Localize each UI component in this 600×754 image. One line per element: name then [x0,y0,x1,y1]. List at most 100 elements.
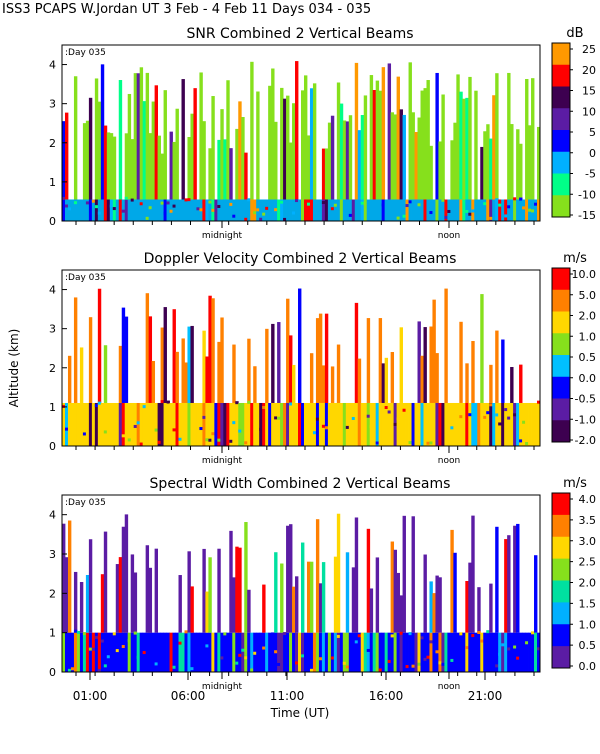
heatmap-cell [375,668,380,672]
heatmap-cell [402,199,406,221]
heatmap-cell [214,402,218,446]
heatmap-cell [229,199,233,221]
heatmap-cell [423,402,427,446]
heatmap-cell [498,203,502,207]
heatmap-cell [537,400,541,404]
heatmap-cell [130,554,135,633]
heatmap-cell [124,514,129,633]
heatmap-cell [438,577,442,633]
heatmap-cell [112,136,117,200]
heatmap-cell [82,632,87,672]
heatmap-cell [97,288,102,403]
heatmap-cell [516,199,520,221]
heatmap-cell [471,402,475,446]
y-tick-label: 0 [49,666,56,679]
heatmap-cell [348,402,353,446]
heatmap-cell [160,402,164,446]
heatmap-cell [280,200,284,204]
heatmap-cell [166,632,170,672]
heatmap-cell [456,649,460,653]
heatmap-cell [339,632,344,672]
heatmap-cell [510,124,514,200]
heatmap-cell [277,199,281,221]
heatmap-cell [324,199,329,221]
colorbar-frame [551,267,571,443]
heatmap-cell [420,636,424,640]
heatmap-cell [345,199,350,221]
heatmap-cell [187,402,191,446]
heatmap-cell [88,199,93,221]
heatmap-cell [498,422,502,426]
heatmap-cell [289,402,293,446]
heatmap-cell [354,302,359,403]
heatmap-cell [306,202,311,206]
panel-1: SNR Combined 2 Vertical Beams 0 1 2 3 4:Day 0… [49,26,596,241]
heatmap-cell [459,632,463,672]
heatmap-cell [211,432,215,436]
heatmap-cell [289,637,293,641]
heatmap-cell [393,549,397,633]
heatmap-cell [492,632,496,672]
heatmap-cell [330,115,335,200]
heatmap-cell [486,402,490,446]
heatmap-cell [519,364,523,403]
heatmap-cell [148,206,153,210]
heatmap-cell [292,364,296,403]
heatmap-cell [187,136,191,200]
heatmap-cell [360,201,365,205]
heatmap-cell [157,135,161,200]
heatmap-cell [324,632,329,672]
heatmap-cell [534,555,538,633]
heatmap-cell [250,402,254,446]
heatmap-cell [124,402,129,446]
heatmap-cell [468,76,472,200]
heatmap-cell [88,97,93,200]
heatmap-cell [363,632,368,672]
heatmap-cell [145,545,150,633]
heatmap-cell [528,208,532,212]
heatmap-cell [217,204,221,208]
heatmap-cell [345,552,350,633]
heatmap-cell [124,632,129,672]
heatmap-cell [435,72,439,200]
heatmap-cell [339,402,344,446]
heatmap-cell [420,199,424,221]
heatmap-cell [345,402,350,446]
heatmap-cell [259,427,263,431]
colorbar-segment [552,420,570,443]
heatmap-cell [247,198,251,202]
heatmap-cell [528,125,532,200]
heatmap-cell [381,199,386,221]
heatmap-cell [127,438,132,442]
heatmap-cell [429,145,433,200]
y-tick-label: 3 [49,548,56,561]
heatmap-cell [121,402,126,446]
heatmap-cell [193,88,197,200]
heatmap-cell [115,402,120,446]
heatmap-cell [405,402,409,446]
heatmap-cell [151,199,156,221]
heatmap-cell [408,402,412,446]
heatmap-cell [112,402,117,446]
heatmap-cell [333,199,338,221]
heatmap-cell [477,199,481,221]
heatmap-cell [399,109,403,200]
heatmap-cell [360,199,365,221]
heatmap-cell [465,363,469,403]
heatmap-cell [336,82,341,200]
heatmap-cell [537,647,541,651]
heatmap-cell [435,575,439,633]
heatmap-cell [271,402,275,446]
heatmap-cell [202,330,206,403]
heatmap-cell [259,217,263,221]
heatmap-cell [423,657,427,661]
heatmap-cell [516,632,520,672]
heatmap-cell [363,95,368,200]
heatmap-cell [465,632,469,672]
heatmap-cell [432,299,436,403]
heatmap-cell [315,402,320,446]
heatmap-cell [154,662,158,666]
heatmap-cell [190,199,194,221]
heatmap-cell [175,632,179,672]
heatmap-cell [408,632,412,636]
